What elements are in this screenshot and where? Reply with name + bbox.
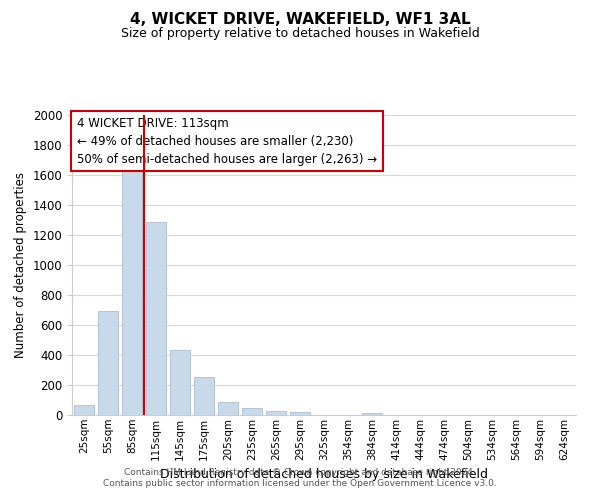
Bar xyxy=(218,402,238,415)
Text: 4 WICKET DRIVE: 113sqm
← 49% of detached houses are smaller (2,230)
50% of semi-: 4 WICKET DRIVE: 113sqm ← 49% of detached… xyxy=(77,116,377,166)
Bar xyxy=(362,413,382,415)
Text: Contains HM Land Registry data © Crown copyright and database right 2024.
Contai: Contains HM Land Registry data © Crown c… xyxy=(103,468,497,487)
Bar xyxy=(98,310,118,415)
Text: Size of property relative to detached houses in Wakefield: Size of property relative to detached ho… xyxy=(121,28,479,40)
Bar xyxy=(290,412,310,415)
Text: 4, WICKET DRIVE, WAKEFIELD, WF1 3AL: 4, WICKET DRIVE, WAKEFIELD, WF1 3AL xyxy=(130,12,470,28)
Bar xyxy=(74,405,94,415)
X-axis label: Distribution of detached houses by size in Wakefield: Distribution of detached houses by size … xyxy=(160,468,488,481)
Bar xyxy=(170,350,190,415)
Bar xyxy=(146,222,166,415)
Bar xyxy=(194,377,214,415)
Bar xyxy=(266,410,286,415)
Bar xyxy=(122,170,142,415)
Y-axis label: Number of detached properties: Number of detached properties xyxy=(14,172,27,358)
Bar xyxy=(242,408,262,415)
